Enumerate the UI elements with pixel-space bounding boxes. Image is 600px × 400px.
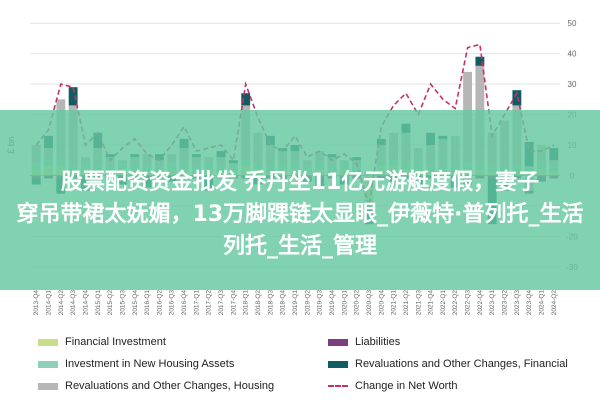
- legend-swatch: [328, 360, 348, 368]
- x-tick-label: 2016-Q1: [144, 290, 151, 316]
- legend-entry: Revaluations and Other Changes, Financia…: [328, 354, 568, 374]
- y-tick-label: 40: [568, 50, 577, 59]
- x-tick-label: 2022-Q1: [440, 290, 447, 316]
- y-tick-label: 30: [568, 80, 577, 89]
- headline-overlay: 股票配资资金批发 乔丹坐11亿元游艇度假，妻子 穿吊带裙太妩媚，13万脚踝链太显…: [0, 110, 600, 290]
- bar-segment: [241, 93, 251, 106]
- legend-entry: Change in Net Worth: [328, 376, 458, 396]
- x-tick-label: 2017-Q2: [206, 290, 213, 316]
- x-tick-label: 2016-Q2: [156, 290, 163, 316]
- x-tick-label: 2014-Q2: [58, 290, 65, 316]
- x-tick-label: 2019-Q1: [292, 290, 299, 316]
- x-tick-label: 2013-Q4: [33, 290, 40, 316]
- x-tick-label: 2017-Q1: [193, 290, 200, 316]
- legend-label: Liabilities: [355, 336, 401, 348]
- x-tick-label: 2015-Q4: [132, 290, 139, 316]
- x-tick-label: 2019-Q2: [304, 290, 311, 316]
- x-tick-label: 2018-Q3: [267, 290, 274, 316]
- legend-label: Revaluations and Other Changes, Housing: [65, 380, 275, 392]
- x-tick-label: 2014-Q4: [83, 290, 90, 316]
- x-tick-label: 2021-Q2: [403, 290, 410, 316]
- x-tick-label: 2021-Q4: [428, 290, 435, 316]
- x-tick-label: 2016-Q4: [181, 290, 188, 316]
- x-tick-label: 2020-Q1: [341, 290, 348, 316]
- legend-swatch: [328, 385, 348, 387]
- x-tick-label: 2022-Q4: [477, 290, 484, 316]
- x-tick-label: 2016-Q3: [169, 290, 176, 316]
- x-tick-label: 2021-Q3: [415, 290, 422, 316]
- x-tick-label: 2023-Q2: [502, 290, 509, 316]
- x-tick-label: 2017-Q3: [218, 290, 225, 316]
- x-tick-label: 2018-Q4: [280, 290, 287, 316]
- x-tick-label: 2023-Q1: [489, 290, 496, 316]
- legend-label: Investment in New Housing Assets: [65, 358, 235, 370]
- x-tick-label: 2020-Q3: [366, 290, 373, 316]
- x-tick-label: 2019-Q3: [317, 290, 324, 316]
- legend-swatch: [38, 338, 58, 346]
- x-tick-label: 2018-Q1: [243, 290, 250, 316]
- legend-swatch: [38, 360, 58, 368]
- x-tick-label: 2018-Q2: [255, 290, 262, 316]
- x-tick-label: 2024-Q2: [551, 290, 558, 316]
- x-tick-label: 2014-Q3: [70, 290, 77, 316]
- legend-swatch: [38, 382, 58, 390]
- x-tick-label: 2015-Q2: [107, 290, 114, 316]
- bar-segment: [68, 87, 78, 106]
- x-tick-label: 2023-Q3: [514, 290, 521, 316]
- x-tick-label: 2019-Q4: [329, 290, 336, 316]
- legend-label: Revaluations and Other Changes, Financia…: [355, 358, 568, 370]
- x-tick-label: 2015-Q3: [119, 290, 126, 316]
- x-tick-label: 2020-Q2: [354, 290, 361, 316]
- legend-label: Financial Investment: [65, 336, 166, 348]
- headline-line-3: 列托_生活_管理: [222, 234, 377, 259]
- legend-label: Change in Net Worth: [355, 380, 458, 392]
- x-tick-label: 2020-Q4: [378, 290, 385, 316]
- headline-line-2: 穿吊带裙太妩媚，13万脚踝链太显眼_伊薇特·普列托_生活: [16, 202, 584, 227]
- bar-segment: [512, 90, 522, 106]
- legend-entry: Liabilities: [328, 332, 400, 352]
- x-tick-label: 2021-Q1: [391, 290, 398, 316]
- bar-segment: [475, 56, 485, 66]
- legend-swatch: [328, 338, 348, 346]
- x-tick-label: 2023-Q4: [526, 290, 533, 316]
- legend-entry: Revaluations and Other Changes, Housing: [38, 376, 274, 396]
- chart-legend: Financial Investment Liabilities Investmen…: [38, 332, 598, 398]
- x-tick-label: 2017-Q4: [230, 290, 237, 316]
- x-tick-label: 2015-Q1: [95, 290, 102, 316]
- x-tick-label: 2024-Q1: [539, 290, 546, 316]
- x-tick-label: 2014-Q1: [46, 290, 53, 316]
- x-tick-label: 2022-Q2: [452, 290, 459, 316]
- x-tick-label: 2022-Q3: [465, 290, 472, 316]
- legend-entry: Financial Investment: [38, 332, 166, 352]
- headline-line-1: 股票配资资金批发 乔丹坐11亿元游艇度假，妻子: [60, 170, 540, 195]
- legend-entry: Investment in New Housing Assets: [38, 354, 234, 374]
- y-tick-label: 50: [568, 19, 577, 28]
